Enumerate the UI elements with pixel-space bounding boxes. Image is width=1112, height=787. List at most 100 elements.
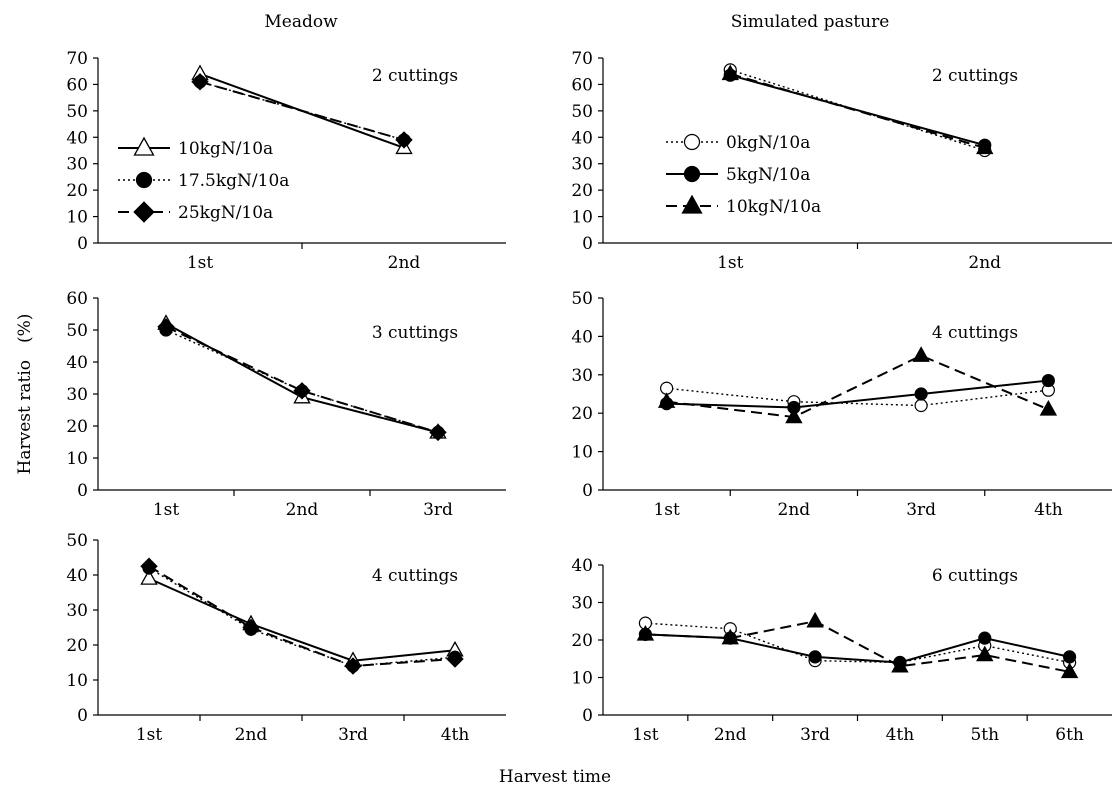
x-tick-label: 1st (717, 253, 744, 273)
x-tick-label: 2nd (388, 253, 421, 273)
y-tick-label: 10 (66, 449, 88, 469)
x-tick-label: 3rd (800, 725, 830, 745)
series-3-point (446, 650, 464, 668)
legend-label: 25kgN/10a (178, 203, 273, 223)
y-tick-label: 60 (66, 75, 88, 95)
y-tick-label: 40 (66, 128, 88, 148)
y-tick-label: 20 (571, 181, 593, 201)
x-axis-label: Harvest time (499, 767, 611, 787)
cuttings-annotation: 4 cuttings (372, 566, 458, 586)
x-tick-label: 1st (653, 500, 680, 520)
legend-label: 10kgN/10a (726, 197, 821, 217)
series-line-3 (148, 565, 456, 668)
series-2-point (1041, 373, 1055, 388)
series-3-point (891, 656, 909, 673)
x-tick-label: 3rd (423, 500, 453, 520)
legend-marker (683, 133, 701, 151)
series-1-point (914, 398, 928, 413)
x-tick-label: 4th (886, 725, 915, 745)
series-3-point (721, 628, 739, 645)
x-tick-label: 2nd (286, 500, 319, 520)
series-line-3 (165, 325, 439, 434)
panel-5: 0 10 20 30 40 50 1st 2nd 3rd 4th 4 cuttings (571, 289, 1112, 520)
y-tick-label: 30 (66, 601, 88, 621)
series-2-point (914, 387, 928, 401)
legend-label: 17.5kgN/10a (178, 171, 289, 191)
panel-1: 0 10 20 30 40 50 60 70 1st 2nd 2 cuttings (66, 49, 506, 273)
series-3-point (912, 346, 930, 362)
series-3-point (976, 645, 994, 662)
pasture-column-title: Simulated pasture (731, 12, 890, 32)
cuttings-annotation: 2 cuttings (372, 66, 458, 86)
cuttings-annotation: 6 cuttings (932, 566, 1018, 586)
series-3-point (1039, 400, 1058, 416)
series-3-point (395, 131, 413, 149)
x-tick-label: 6th (1055, 725, 1084, 745)
y-tick-label: 0 (582, 706, 593, 726)
series-line-3 (199, 80, 405, 141)
x-tick-label: 1st (136, 725, 163, 745)
x-tick-label: 4th (441, 725, 470, 745)
series-line-1 (666, 387, 1049, 407)
x-tick-label: 2nd (968, 253, 1001, 273)
y-tick-label: 50 (571, 289, 593, 309)
y-tick-label: 40 (571, 556, 593, 576)
x-tick-label: 3rd (338, 725, 368, 745)
series-3-point (344, 657, 362, 675)
series-line-1 (148, 577, 456, 662)
legend-label: 10kgN/10a (178, 139, 273, 159)
y-tick-label: 30 (66, 385, 88, 405)
series-3-point (191, 73, 209, 91)
y-tick-label: 10 (571, 208, 593, 228)
series-3-point (976, 138, 994, 155)
y-axis-label: Harvest ratio (%) (15, 314, 35, 475)
series-line-2 (666, 379, 1049, 409)
series-3-point (721, 64, 739, 81)
series-2-point (1062, 650, 1077, 664)
y-tick-label: 30 (66, 155, 88, 175)
legend-marker (681, 194, 703, 214)
series-line-1 (645, 622, 1070, 664)
legend-marker (135, 171, 153, 189)
y-tick-label: 30 (571, 155, 593, 175)
y-tick-label: 10 (66, 671, 88, 691)
panel-4: 0 10 20 30 40 50 60 70 1st 2nd 2 cuttings (571, 49, 1112, 273)
series-3-point (1060, 662, 1079, 679)
y-tick-label: 50 (66, 321, 88, 341)
y-tick-label: 40 (571, 327, 593, 347)
y-tick-label: 50 (66, 102, 88, 122)
y-tick-label: 10 (66, 208, 88, 228)
panel-2: 0 10 20 30 40 50 60 1st 2nd 3rd 3 cuttings (66, 289, 506, 520)
y-tick-label: 70 (571, 49, 593, 69)
x-tick-label: 1st (153, 500, 180, 520)
y-tick-label: 10 (571, 443, 593, 463)
y-tick-label: 60 (571, 75, 593, 95)
legend-marker (683, 165, 701, 183)
meadow-legend: 10kgN/10a 17.5kgN/10a 25kgN/10a (118, 136, 289, 223)
pasture-legend: 0kgN/10a 5kgN/10a 10kgN/10a (666, 133, 821, 217)
series-3-point (429, 423, 447, 442)
cuttings-annotation: 3 cuttings (372, 323, 458, 343)
x-tick-label: 1st (187, 253, 214, 273)
series-line-3 (645, 620, 1070, 673)
series-3-point (657, 392, 676, 408)
y-tick-label: 50 (66, 531, 88, 551)
y-tick-label: 20 (66, 417, 88, 437)
series-3-point (242, 618, 260, 637)
x-tick-label: 2nd (235, 725, 268, 745)
cuttings-annotation: 4 cuttings (932, 323, 1018, 343)
y-tick-label: 30 (571, 366, 593, 386)
series-1-point (140, 569, 158, 585)
panel-3: 0 10 20 30 40 50 1st 2nd 3rd 4th 4 cuttings (66, 531, 506, 745)
x-tick-label: 2nd (778, 500, 811, 520)
y-tick-label: 0 (77, 706, 88, 726)
y-tick-label: 30 (571, 594, 593, 614)
series-3-point (140, 557, 158, 575)
y-tick-label: 0 (77, 481, 88, 501)
y-tick-label: 70 (66, 49, 88, 69)
y-tick-label: 40 (571, 128, 593, 148)
legend-marker (133, 136, 155, 156)
y-tick-label: 10 (571, 669, 593, 689)
series-2-point (978, 631, 992, 645)
x-tick-label: 1st (632, 725, 659, 745)
